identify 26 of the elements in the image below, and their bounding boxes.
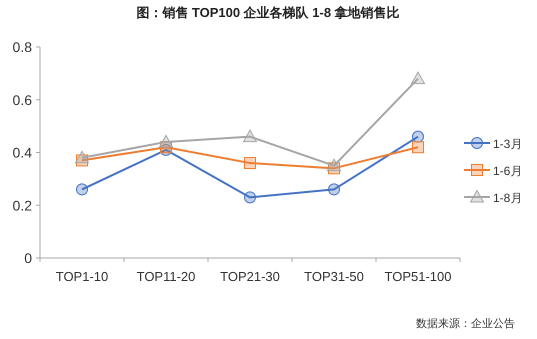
x-tick-label: TOP11-20 [136, 269, 196, 284]
x-tick-label: TOP21-30 [220, 269, 280, 284]
legend-label: 1-6月 [493, 164, 522, 178]
x-tick-label: TOP51-100 [384, 269, 452, 284]
legend-label: 1-8月 [493, 191, 522, 205]
point [327, 158, 341, 172]
point [244, 157, 256, 170]
point [76, 183, 88, 196]
y-tick-label: 0.6 [12, 92, 32, 108]
point [244, 191, 256, 204]
point [75, 150, 89, 164]
point [328, 183, 340, 196]
y-tick-label: 0.4 [12, 144, 32, 160]
legend-label: 1-3月 [493, 137, 522, 151]
y-tick-label: 0.8 [12, 39, 32, 55]
y-tick-label: 0 [24, 250, 32, 266]
x-tick-label: TOP1-10 [56, 269, 108, 284]
chart-title: 图：销售 TOP100 企业各梯队 1-8 拿地销售比 [136, 5, 400, 20]
y-tick-label: 0.2 [12, 197, 32, 214]
point [412, 130, 424, 143]
source-note: 数据来源：企业公告 [416, 317, 515, 330]
point [159, 134, 173, 148]
point [412, 141, 424, 154]
point [243, 130, 257, 142]
x-tick-label: TOP31-50 [304, 269, 364, 284]
point [411, 72, 425, 84]
